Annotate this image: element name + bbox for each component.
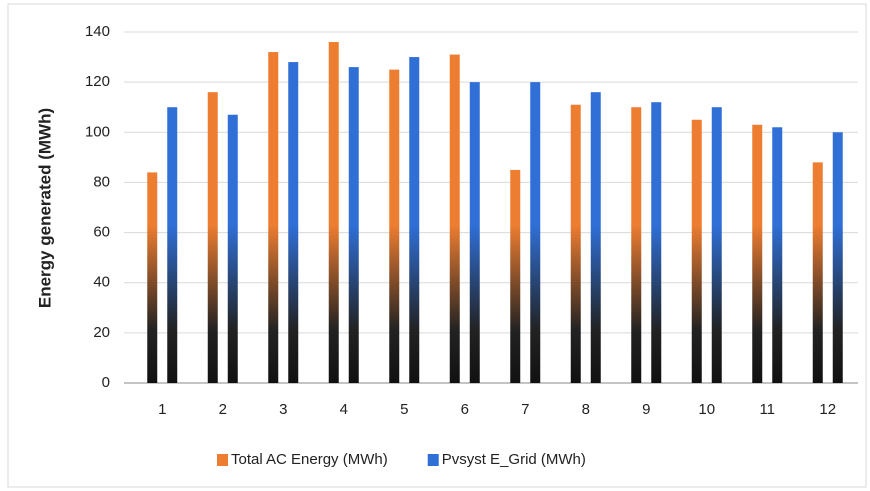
bar bbox=[570, 104, 581, 383]
x-tick-label: 12 bbox=[819, 401, 836, 418]
legend-swatch bbox=[217, 454, 228, 466]
legend-label: Total AC Energy (MWh) bbox=[231, 451, 388, 468]
x-tick-label: 7 bbox=[521, 401, 529, 418]
x-tick-label: 8 bbox=[582, 401, 590, 418]
bar bbox=[409, 57, 420, 383]
bar bbox=[348, 67, 359, 383]
bar bbox=[812, 162, 823, 383]
chart-frame bbox=[7, 3, 867, 488]
bar bbox=[691, 119, 702, 383]
x-tick-label: 5 bbox=[400, 401, 408, 418]
bar bbox=[711, 107, 722, 383]
bar bbox=[510, 169, 521, 383]
bar bbox=[207, 92, 218, 384]
bar bbox=[469, 82, 480, 384]
y-tick-label: 140 bbox=[85, 23, 110, 40]
x-tick-label: 4 bbox=[340, 401, 348, 418]
x-tick-label: 11 bbox=[759, 401, 775, 418]
bar bbox=[651, 102, 662, 383]
y-tick-label: 20 bbox=[93, 324, 110, 341]
bar bbox=[752, 124, 763, 383]
bar bbox=[590, 92, 601, 384]
x-tick-label: 6 bbox=[461, 401, 469, 418]
bar bbox=[227, 114, 238, 383]
x-tick-label: 3 bbox=[279, 401, 287, 418]
bar bbox=[449, 54, 460, 384]
legend-swatch bbox=[427, 454, 439, 466]
y-tick-label: 0 bbox=[102, 374, 110, 391]
bar bbox=[631, 107, 642, 383]
bar bbox=[167, 107, 178, 383]
x-tick-label: 10 bbox=[698, 401, 715, 418]
bar bbox=[389, 69, 400, 383]
bar bbox=[832, 132, 843, 383]
bar bbox=[268, 52, 279, 384]
legend-label: Pvsyst E_Grid (MWh) bbox=[442, 451, 586, 468]
bar bbox=[772, 127, 783, 384]
bar bbox=[328, 42, 339, 384]
y-tick-label: 40 bbox=[93, 274, 110, 291]
y-tick-label: 80 bbox=[93, 173, 110, 190]
bar bbox=[147, 172, 158, 383]
y-tick-label: 120 bbox=[85, 73, 110, 90]
y-tick-label: 100 bbox=[85, 123, 110, 140]
x-tick-label: 9 bbox=[642, 401, 650, 418]
x-tick-label: 1 bbox=[158, 401, 166, 418]
bar bbox=[530, 82, 541, 384]
x-tick-label: 2 bbox=[219, 401, 227, 418]
bar bbox=[288, 62, 299, 383]
y-axis-label: Energy generated (MWh) bbox=[35, 108, 54, 308]
y-tick-label: 60 bbox=[93, 224, 110, 241]
